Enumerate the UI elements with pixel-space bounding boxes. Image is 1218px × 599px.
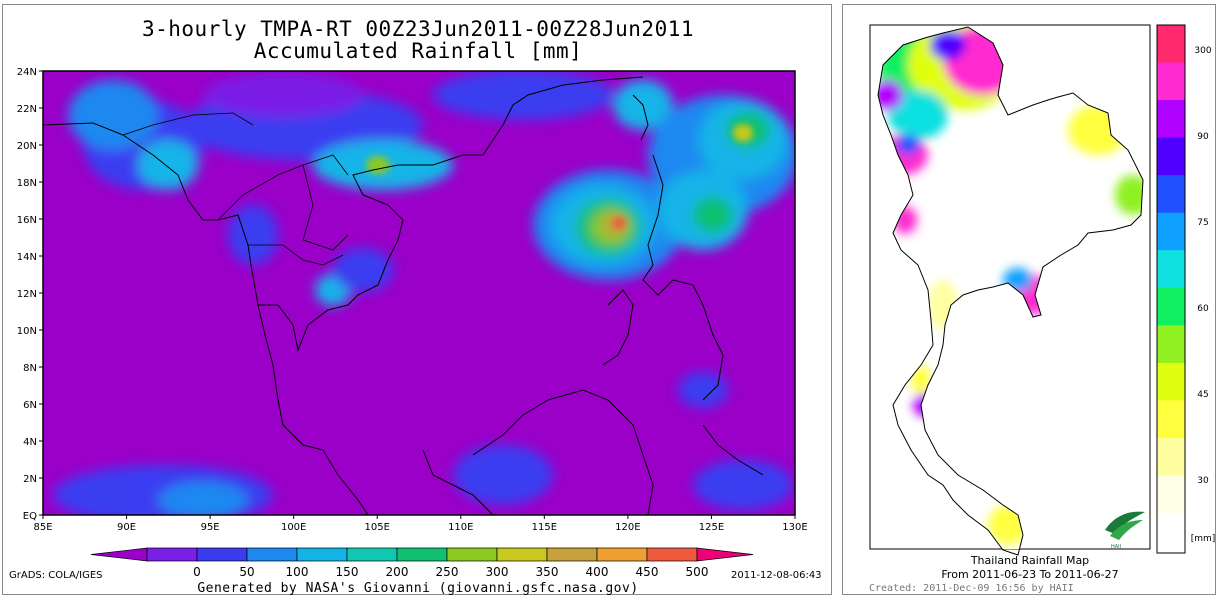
legend-cell xyxy=(1157,25,1185,64)
colorbar-tick-label: 350 xyxy=(536,565,559,579)
rainfall-colorbar: 0 50 100 150 200 250 300 350 400 450 500 xyxy=(90,547,754,579)
longitude-tick-label: 90E xyxy=(117,522,136,533)
longitude-axis: 85E 90E 95E 100E 105E 110E 115E 120E 125E 130E xyxy=(33,515,808,533)
colorbar-cell xyxy=(196,547,248,562)
longitude-tick-label: 120E xyxy=(615,522,640,533)
tmpa-map-panel: 3-hourly TMPA-RT 00Z23Jun2011-00Z28Jun20… xyxy=(2,4,832,596)
latitude-tick-label: 18N xyxy=(17,178,37,189)
latitude-tick-label: 20N xyxy=(17,141,37,152)
colorbar-tick-label: 200 xyxy=(386,565,409,579)
thailand-map-caption-range: From 2011-06-23 To 2011-06-27 xyxy=(941,568,1119,581)
legend-unit-label: [mm] xyxy=(1191,534,1216,544)
latitude-tick-label: 6N xyxy=(23,400,37,411)
latitude-tick-label: 14N xyxy=(17,252,37,263)
legend-tick-label: 90 xyxy=(1197,132,1209,142)
timestamp-label: 2011-12-08-06:43 xyxy=(731,570,822,581)
haii-logo: HAII xyxy=(1105,511,1145,550)
legend-cell xyxy=(1157,437,1185,476)
colorbar-tick-label: 150 xyxy=(336,565,359,579)
latitude-tick-label: EQ xyxy=(23,511,37,522)
latitude-tick-label: 22N xyxy=(17,104,37,115)
colorbar-tick-label: 400 xyxy=(586,565,609,579)
thailand-rainfall-legend: 300 90 75 60 45 30 [mm] xyxy=(1156,24,1216,554)
latitude-tick-label: 4N xyxy=(23,437,37,448)
colorbar-tick-label: 500 xyxy=(686,565,709,579)
latitude-tick-label: 24N xyxy=(17,67,37,78)
legend-cell xyxy=(1157,137,1185,176)
colorbar-cell xyxy=(696,547,754,562)
longitude-tick-label: 115E xyxy=(532,522,557,533)
longitude-tick-label: 130E xyxy=(782,522,807,533)
svg-text:HAII: HAII xyxy=(1111,544,1121,550)
colorbar-cell xyxy=(246,547,298,562)
colorbar-cell xyxy=(596,547,648,562)
created-note: Created: 2011-Dec-09 16:56 by HAII xyxy=(869,583,1074,594)
colorbar-tick-label: 300 xyxy=(486,565,509,579)
legend-cell xyxy=(1157,325,1185,364)
colorbar-cell xyxy=(646,547,698,562)
legend-cell xyxy=(1157,212,1185,251)
colorbar-cell xyxy=(296,547,348,562)
latitude-tick-label: 12N xyxy=(17,289,37,300)
rainfall-field xyxy=(43,71,795,515)
colorbar-tick-label: 0 xyxy=(193,565,201,579)
legend-tick-label: 30 xyxy=(1197,476,1209,486)
latitude-tick-label: 10N xyxy=(17,326,37,337)
thailand-map-figure: 300 90 75 60 45 30 [mm] HAII xyxy=(869,24,1216,556)
latitude-tick-label: 16N xyxy=(17,215,37,226)
colorbar-tick-label: 250 xyxy=(436,565,459,579)
colorbar-cell xyxy=(446,547,498,562)
longitude-tick-label: 125E xyxy=(699,522,724,533)
colorbar-tick-label: 100 xyxy=(286,565,309,579)
colorbar-cell xyxy=(90,547,148,562)
colorbar-cell xyxy=(146,547,198,562)
legend-cell xyxy=(1157,250,1185,289)
legend-tick-label: 60 xyxy=(1197,304,1209,314)
giovanni-credit: Generated by NASA's Giovanni (giovanni.g… xyxy=(197,581,639,596)
legend-tick-label: 300 xyxy=(1194,46,1211,56)
grads-label: GrADS: COLA/IGES xyxy=(9,570,103,581)
colorbar-cell xyxy=(346,547,398,562)
colorbar-cell xyxy=(546,547,598,562)
legend-cell xyxy=(1157,362,1185,401)
legend-tick-label: 45 xyxy=(1197,390,1208,400)
latitude-tick-label: 8N xyxy=(23,363,37,374)
longitude-tick-label: 110E xyxy=(448,522,473,533)
colorbar-cell xyxy=(496,547,548,562)
latitude-axis: 24N 22N 20N 18N 16N 14N 12N 10N 8N 6N 4N 2N EQ xyxy=(17,67,43,522)
legend-cell xyxy=(1157,62,1185,101)
legend-cell xyxy=(1157,100,1185,139)
longitude-tick-label: 95E xyxy=(201,522,220,533)
thailand-map-caption-title: Thailand Rainfall Map xyxy=(970,554,1090,567)
colorbar-tick-label: 450 xyxy=(636,565,659,579)
thailand-map-panel: 300 90 75 60 45 30 [mm] HAII Thailand Rainfall… xyxy=(842,4,1216,595)
longitude-tick-label: 100E xyxy=(281,522,306,533)
longitude-tick-label: 85E xyxy=(33,522,52,533)
legend-cell xyxy=(1157,175,1185,214)
map-title: 3-hourly TMPA-RT 00Z23Jun2011-00Z28Jun20… xyxy=(141,17,694,41)
legend-cell xyxy=(1157,400,1185,439)
legend-cell xyxy=(1157,475,1185,514)
legend-cell xyxy=(1157,513,1185,553)
map-subtitle: Accumulated Rainfall [mm] xyxy=(253,39,583,63)
legend-cell xyxy=(1157,287,1185,326)
colorbar-cell xyxy=(396,547,448,562)
latitude-tick-label: 2N xyxy=(23,474,37,485)
colorbar-tick-label: 50 xyxy=(239,565,254,579)
longitude-tick-label: 105E xyxy=(365,522,390,533)
legend-tick-label: 75 xyxy=(1197,218,1208,228)
tmpa-map-figure: 24N 22N 20N 18N 16N 14N 12N 10N 8N 6N 4N 2N EQ 85E 90… xyxy=(17,67,808,579)
